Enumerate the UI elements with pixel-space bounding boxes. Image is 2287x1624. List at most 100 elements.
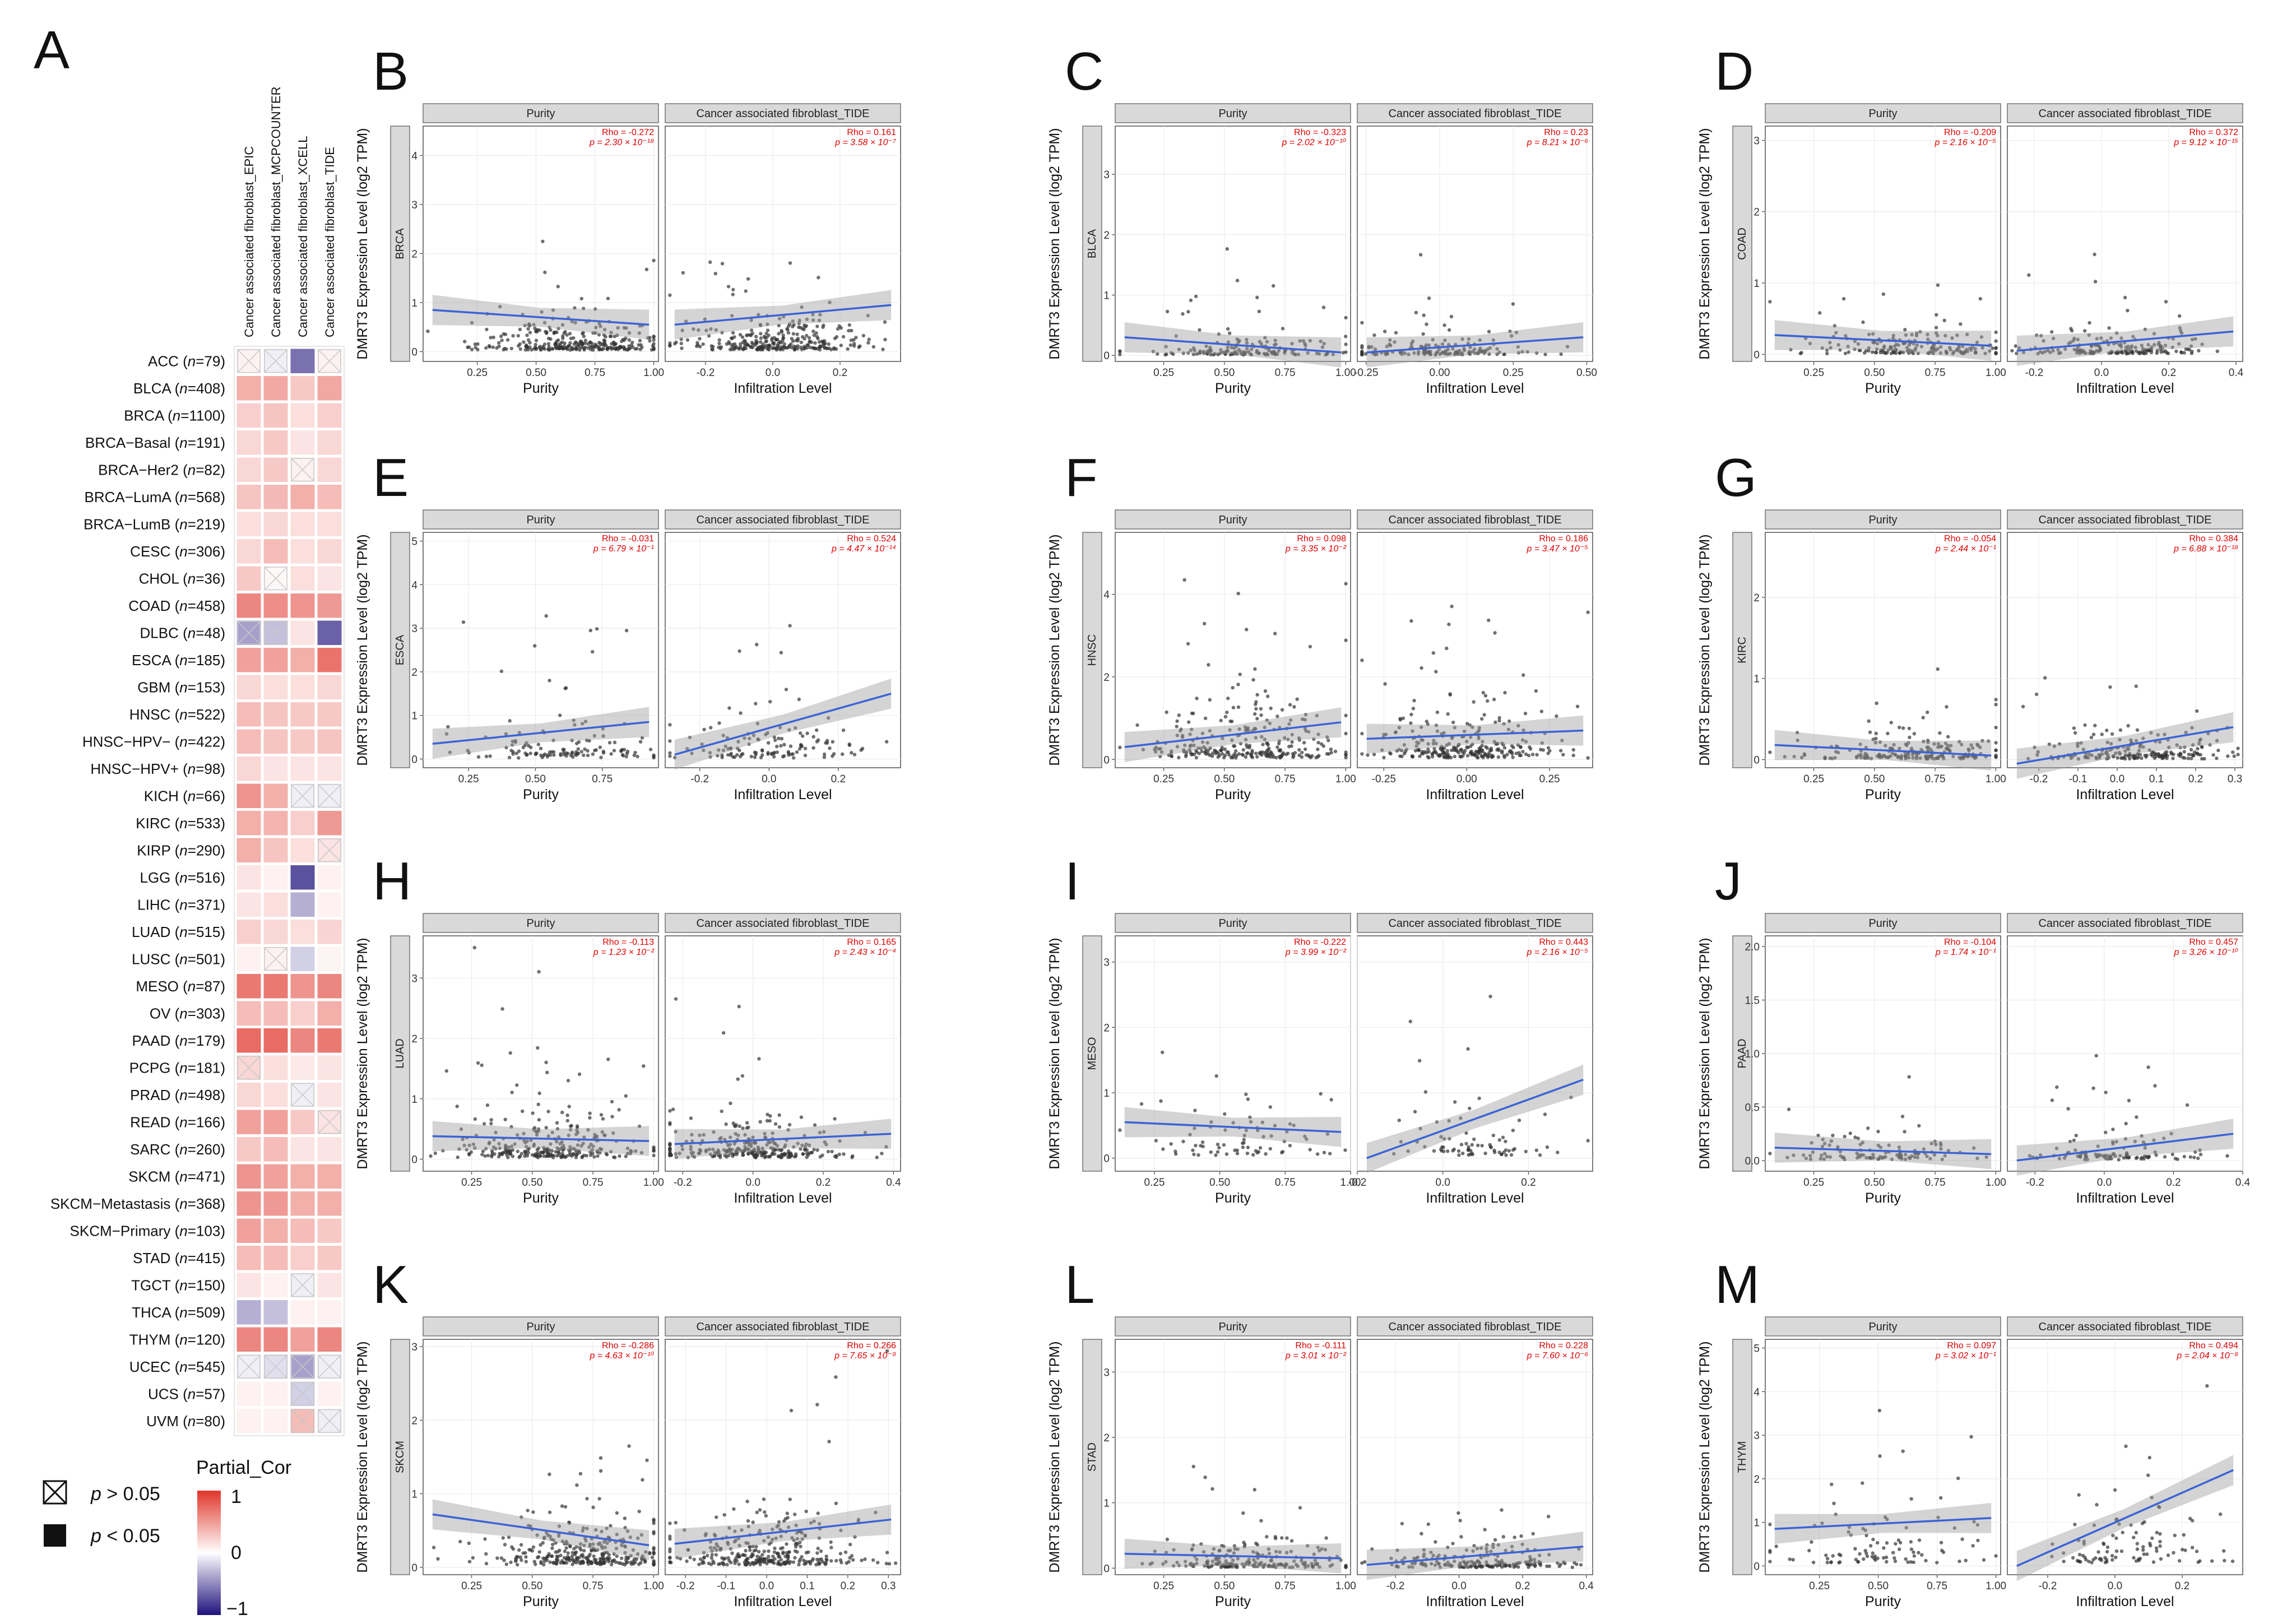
data-point <box>797 1562 801 1567</box>
x-tick-label: 0.75 <box>583 1580 604 1592</box>
facet-strip-label: Cancer associated fibroblast_TIDE <box>2038 108 2211 120</box>
data-point <box>1244 755 1248 759</box>
legend-ns-label: p > 0.05 <box>90 1483 160 1505</box>
data-point <box>668 1154 672 1158</box>
heatmap-cell <box>262 674 289 700</box>
heatmap-cell <box>289 1326 316 1353</box>
data-point <box>2110 732 2114 736</box>
heatmap-cell <box>262 837 289 864</box>
data-point <box>797 318 801 323</box>
heatmap-cell <box>289 918 316 945</box>
data-point <box>616 1561 621 1565</box>
data-point <box>2193 337 2197 341</box>
data-point <box>650 1555 655 1560</box>
data-point <box>1245 346 1249 351</box>
data-point <box>1963 350 1967 354</box>
heatmap-cell <box>316 1272 343 1298</box>
data-point <box>758 1508 762 1512</box>
data-point <box>2051 349 2055 353</box>
ns-cross-mark <box>318 1110 341 1134</box>
heatmap-row-label: GBM (n=153) <box>137 679 225 695</box>
data-point <box>1344 755 1348 760</box>
p-value: p = 8.21 × 10⁻⁶ <box>1527 138 1589 147</box>
data-point <box>511 1154 515 1158</box>
data-point <box>1942 318 1946 322</box>
data-point <box>1915 343 1919 347</box>
data-point <box>727 342 732 346</box>
heatmap-row-label: READ (n=166) <box>130 1113 225 1130</box>
data-point <box>544 331 549 335</box>
data-point <box>627 338 632 342</box>
data-point <box>832 752 836 756</box>
data-point <box>831 740 835 744</box>
data-point <box>1501 1135 1505 1139</box>
data-point <box>1181 1139 1185 1144</box>
data-point <box>2124 351 2128 356</box>
data-point <box>1225 711 1229 714</box>
data-point <box>1440 342 1445 346</box>
data-point <box>702 727 706 732</box>
data-point <box>2196 746 2200 751</box>
data-point <box>1934 326 1938 330</box>
data-point <box>561 347 565 351</box>
data-point <box>2093 252 2096 257</box>
data-point <box>788 322 792 326</box>
data-point <box>570 1562 574 1566</box>
x-tick-label: 0.4 <box>886 1177 901 1189</box>
data-point <box>848 343 853 347</box>
data-point <box>1344 335 1348 338</box>
data-point <box>1344 350 1348 354</box>
heatmap-row-label: BRCA−LumA (n=568) <box>85 489 226 505</box>
y-axis-title: DMRT3 Expression Level (log2 TPM) <box>355 128 370 359</box>
heatmap-cell <box>289 484 316 511</box>
data-point <box>652 345 656 350</box>
heatmap-cell <box>262 1000 289 1027</box>
data-point <box>1836 343 1840 347</box>
data-point <box>773 738 777 743</box>
heatmap-cell <box>316 755 343 782</box>
heatmap-row-label: BRCA−Basal (n=191) <box>85 434 225 451</box>
x-tick-label: 0.2 <box>816 1177 831 1189</box>
data-point <box>2140 756 2144 760</box>
data-point <box>592 734 597 738</box>
heatmap-row-label: BRCA−Her2 (n=82) <box>98 461 225 478</box>
data-point <box>531 1545 536 1549</box>
data-point <box>721 1031 726 1035</box>
data-point <box>764 340 768 344</box>
data-point <box>737 649 741 653</box>
data-point <box>486 1153 490 1158</box>
data-point <box>838 1558 843 1562</box>
x-tick-label: -0.2 <box>697 367 715 379</box>
data-point <box>806 1550 810 1554</box>
data-point <box>836 327 840 331</box>
data-point <box>777 323 781 328</box>
data-point <box>1328 1152 1332 1156</box>
data-point <box>788 261 792 265</box>
data-point <box>794 1154 798 1158</box>
data-point <box>791 339 795 343</box>
heatmap-cell <box>235 1108 262 1135</box>
data-point <box>804 1509 808 1514</box>
data-point <box>1856 342 1861 346</box>
data-point <box>1308 338 1312 343</box>
data-point <box>1509 749 1513 753</box>
data-point <box>1242 352 1246 356</box>
data-point <box>777 736 781 740</box>
heatmap-cell <box>235 973 262 1000</box>
facet-strip-label: Cancer associated fibroblast_TIDE <box>696 108 869 120</box>
rho-value: Rho = 0.524 <box>847 534 896 544</box>
data-point <box>536 743 540 746</box>
data-point <box>1414 310 1418 314</box>
data-point <box>1994 726 1998 730</box>
x-axis-title: Infiltration Level <box>734 787 832 802</box>
data-point <box>859 748 863 752</box>
data-point <box>1504 1153 1508 1157</box>
data-point <box>2144 348 2148 352</box>
heatmap-cell <box>289 1245 316 1272</box>
data-point <box>573 306 577 310</box>
y-tick-label: 3 <box>1103 957 1110 969</box>
data-point <box>525 343 528 347</box>
data-point <box>863 1557 867 1561</box>
heatmap-cell <box>262 1326 289 1353</box>
data-point <box>561 334 565 338</box>
